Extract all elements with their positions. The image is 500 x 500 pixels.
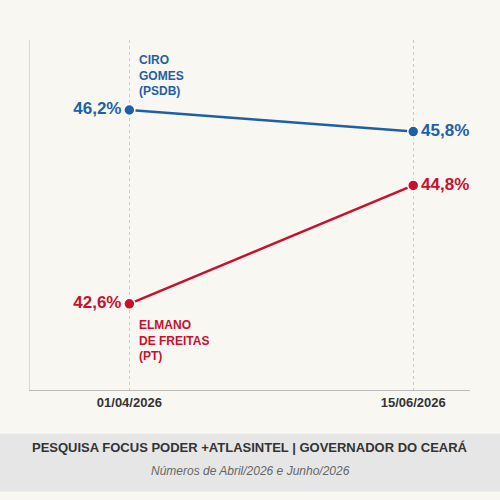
svg-text:Números de Abril/2026 e Junho/: Números de Abril/2026 e Junho/2026 [151, 464, 350, 478]
svg-text:ELMANODE FREITAS(PT): ELMANODE FREITAS(PT) [139, 318, 209, 363]
svg-text:45,8%: 45,8% [421, 121, 469, 140]
svg-text:44,8%: 44,8% [421, 175, 469, 194]
svg-text:PESQUISA FOCUS PODER +ATLASINT: PESQUISA FOCUS PODER +ATLASINTEL | GOVER… [32, 440, 468, 455]
svg-text:CIROGOMES(PSDB): CIROGOMES(PSDB) [139, 53, 184, 98]
svg-text:01/04/2026: 01/04/2026 [97, 395, 162, 410]
svg-text:15/06/2026: 15/06/2026 [381, 395, 446, 410]
svg-text:42,6%: 42,6% [73, 293, 121, 312]
svg-text:46,2%: 46,2% [73, 99, 121, 118]
